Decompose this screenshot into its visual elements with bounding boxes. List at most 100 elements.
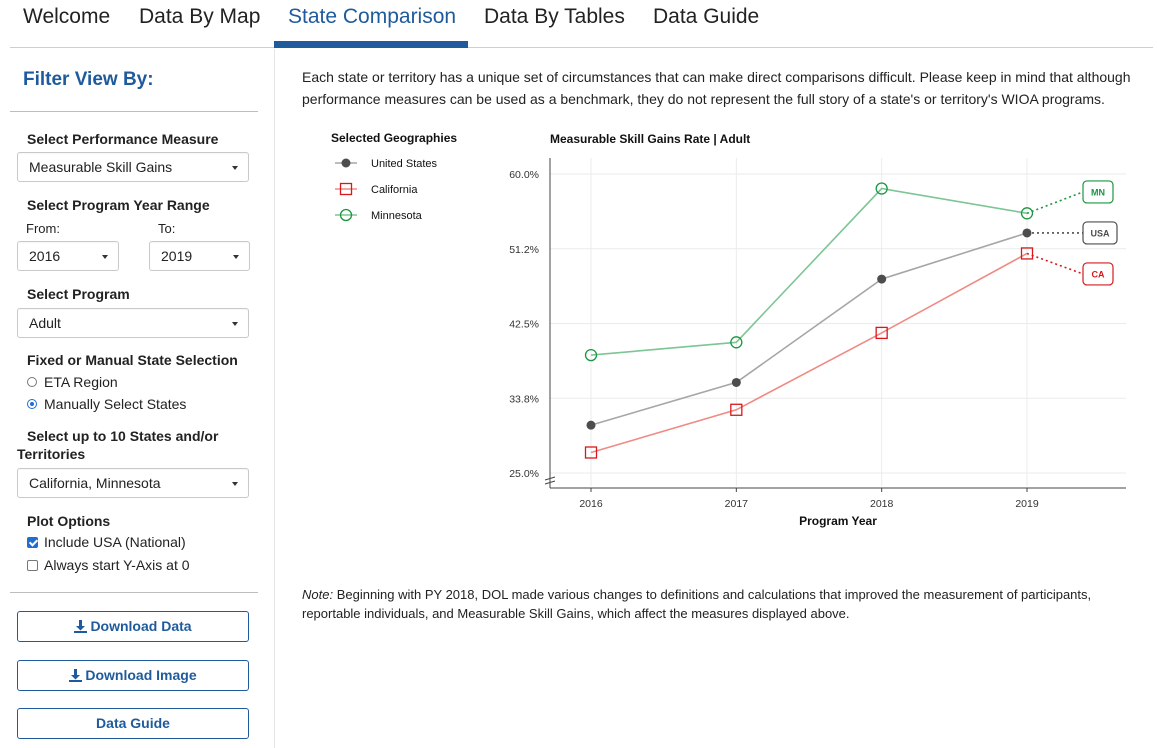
series-group: USA CA MN	[584, 180, 1118, 459]
data-point	[584, 446, 598, 459]
series-end-label-box	[1082, 262, 1114, 286]
legend-label: California	[371, 184, 418, 196]
divider	[10, 111, 258, 112]
download-icon	[74, 620, 88, 633]
data-point	[877, 274, 887, 284]
projection-line	[1026, 252, 1084, 275]
chevron-down-icon	[233, 255, 239, 259]
data-point	[730, 403, 743, 416]
program-select[interactable]: Adult	[17, 308, 249, 338]
series-end-label-box	[1082, 180, 1114, 204]
axes: 25.0% 33.8% 42.5% 51.2% 60.0% 2016 2017 2018 201…	[509, 158, 1126, 510]
program-label: Select Program	[27, 286, 130, 302]
axis-break-mark	[544, 476, 556, 485]
chart-container: Selected Geographies United States Califo…	[302, 118, 1157, 538]
series-end-label-box	[1082, 221, 1118, 245]
note-text: Note: Beginning with PY 2018, DOL made v…	[302, 585, 1152, 623]
states-select[interactable]: California, Minnesota	[17, 468, 249, 498]
legend-marker	[339, 208, 353, 222]
download-image-button[interactable]: Download Image	[17, 660, 249, 691]
performance-measure-value: Measurable Skill Gains	[29, 159, 173, 175]
series-line	[590, 252, 1028, 454]
data-guide-button[interactable]: Data Guide	[17, 708, 249, 739]
data-point	[586, 420, 596, 430]
download-data-label: Download Data	[90, 618, 192, 634]
data-point	[584, 348, 598, 362]
year-to-select[interactable]: 2019	[149, 241, 250, 271]
data-point	[875, 182, 888, 195]
y-tick-label: 25.0%	[509, 468, 539, 480]
top-nav: Welcome Data By Map State Comparison Dat…	[10, 0, 1153, 48]
chart-title: Measurable Skill Gains Rate | Adult	[550, 132, 750, 146]
tab-data-by-map[interactable]: Data By Map	[139, 5, 261, 28]
tab-data-guide[interactable]: Data Guide	[653, 5, 760, 28]
radio-label: ETA Region	[44, 374, 118, 390]
legend-label: United States	[371, 158, 438, 170]
year-from-value: 2016	[29, 248, 61, 264]
checkbox-checked[interactable]	[27, 537, 38, 548]
sidebar-divider	[274, 49, 275, 748]
series-mn: MN	[584, 180, 1114, 362]
data-point	[1022, 228, 1032, 238]
y-tick-label: 33.8%	[509, 393, 539, 405]
program-value: Adult	[29, 315, 61, 331]
chevron-down-icon	[102, 255, 108, 259]
checkbox[interactable]	[27, 560, 38, 571]
radio-button[interactable]	[27, 377, 37, 387]
states-value: California, Minnesota	[29, 475, 161, 491]
x-tick-label: 2019	[1015, 498, 1039, 510]
x-axis-title: Program Year	[799, 514, 877, 528]
to-label: To:	[158, 221, 176, 236]
state-selection-label: Fixed or Manual State Selection	[27, 352, 238, 368]
data-point	[730, 336, 743, 349]
series-line	[590, 232, 1028, 426]
x-tick-label: 2016	[579, 498, 603, 510]
performance-measure-select[interactable]: Measurable Skill Gains	[17, 152, 249, 182]
series-end-label: MN	[1091, 187, 1105, 197]
states-label-line2: Territories	[17, 446, 86, 462]
plot-options-label: Plot Options	[27, 513, 111, 529]
radio-label: Manually Select States	[44, 396, 187, 412]
series-end-label: CA	[1092, 269, 1105, 279]
legend: United States California Minnesota	[335, 158, 438, 222]
y-tick-label: 42.5%	[509, 319, 539, 331]
legend-marker	[339, 182, 353, 196]
note-label: Note:	[302, 587, 334, 602]
download-data-button[interactable]: Download Data	[17, 611, 249, 642]
performance-measure-label: Select Performance Measure	[27, 131, 219, 147]
download-icon	[69, 669, 83, 682]
y-tick-label: 60.0%	[509, 169, 539, 181]
chevron-down-icon	[232, 166, 238, 170]
line-chart: Selected Geographies United States Califo…	[331, 131, 1126, 528]
series-end-label: USA	[1090, 228, 1110, 238]
states-label-line1: Select up to 10 States and/or	[27, 428, 219, 444]
tab-welcome[interactable]: Welcome	[23, 5, 111, 28]
legend-marker	[341, 158, 351, 168]
download-image-label: Download Image	[85, 667, 197, 683]
filter-title: Filter View By:	[23, 69, 154, 90]
active-tab-indicator	[274, 41, 468, 48]
year-from-select[interactable]: 2016	[17, 241, 119, 271]
radio-button-selected[interactable]	[27, 399, 37, 409]
checkbox-label: Include USA (National)	[44, 534, 186, 550]
tab-data-by-tables[interactable]: Data By Tables	[484, 5, 625, 28]
chevron-down-icon	[232, 322, 238, 326]
chevron-down-icon	[232, 482, 238, 486]
series-ca: CA	[584, 247, 1114, 459]
filter-sidebar: Filter View By: Select Performance Measu…	[10, 49, 274, 748]
data-point	[1020, 247, 1034, 260]
intro-text: Each state or territory has a unique set…	[302, 69, 1131, 107]
year-range-label: Select Program Year Range	[27, 197, 210, 213]
divider	[10, 592, 258, 593]
data-point	[875, 326, 888, 340]
from-label: From:	[26, 221, 60, 236]
data-point	[1020, 207, 1034, 220]
x-tick-label: 2017	[725, 498, 749, 510]
gridlines	[550, 158, 1126, 486]
note-body: Beginning with PY 2018, DOL made various…	[302, 587, 1092, 621]
checkbox-label: Always start Y-Axis at 0	[44, 557, 190, 573]
year-to-value: 2019	[161, 248, 193, 264]
legend-label: Minnesota	[371, 210, 423, 222]
tab-state-comparison[interactable]: State Comparison	[288, 5, 457, 28]
legend-title: Selected Geographies	[331, 131, 457, 145]
